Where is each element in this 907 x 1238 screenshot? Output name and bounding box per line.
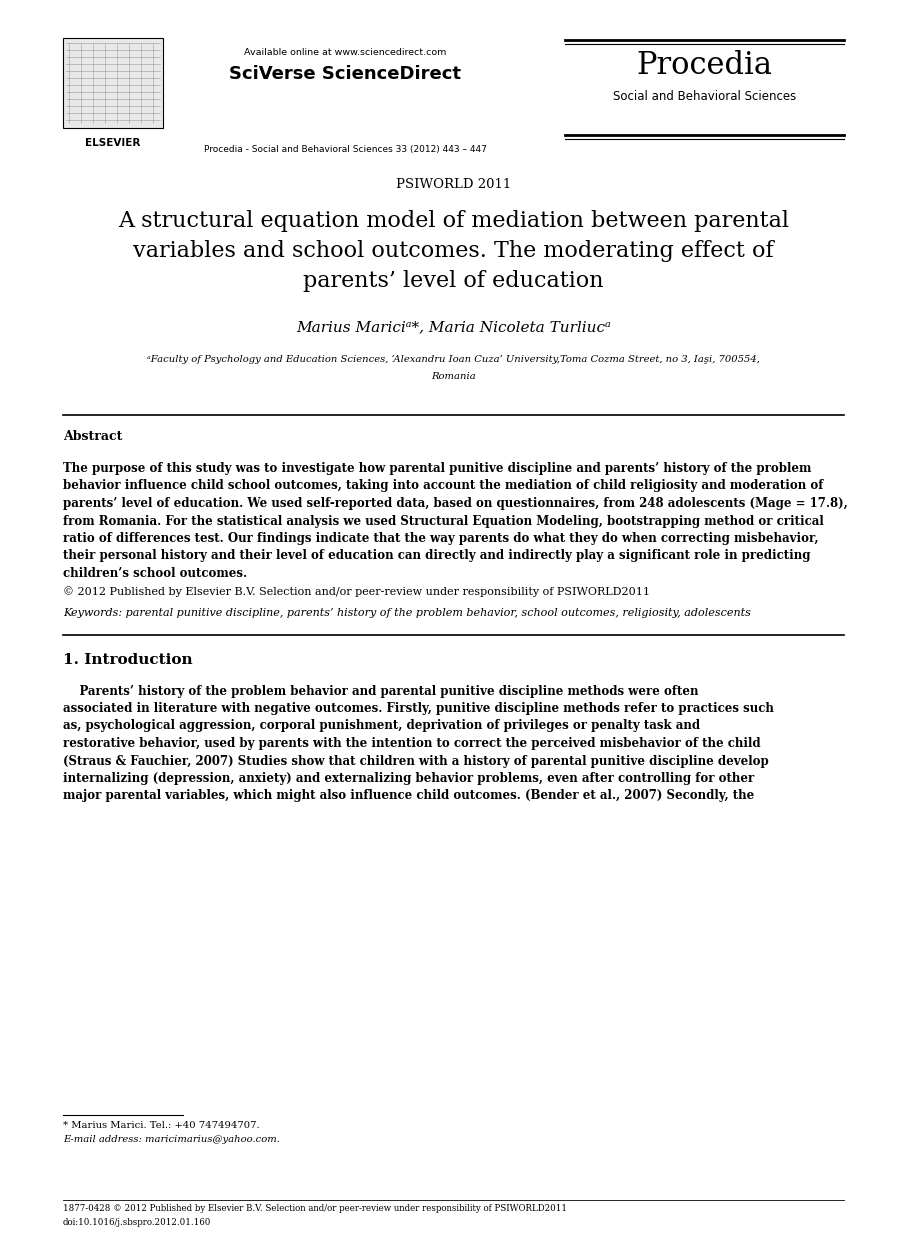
Text: restorative behavior, used by parents with the intention to correct the perceive: restorative behavior, used by parents wi… (63, 737, 761, 750)
Text: Social and Behavioral Sciences: Social and Behavioral Sciences (613, 90, 796, 103)
Text: as, psychological aggression, corporal punishment, deprivation of privileges or : as, psychological aggression, corporal p… (63, 719, 700, 733)
Text: variables and school outcomes. The moderating effect of: variables and school outcomes. The moder… (133, 240, 774, 262)
Text: Procedia - Social and Behavioral Sciences 33 (2012) 443 – 447: Procedia - Social and Behavioral Science… (203, 145, 486, 154)
Text: Abstract: Abstract (63, 430, 122, 443)
Text: ratio of differences test. Our findings indicate that the way parents do what th: ratio of differences test. Our findings … (63, 532, 818, 545)
Text: E-mail address: maricimarius@yahoo.com.: E-mail address: maricimarius@yahoo.com. (63, 1135, 280, 1144)
Text: 1. Introduction: 1. Introduction (63, 652, 192, 666)
Text: SciVerse ScienceDirect: SciVerse ScienceDirect (229, 66, 461, 83)
Text: doi:10.1016/j.sbspro.2012.01.160: doi:10.1016/j.sbspro.2012.01.160 (63, 1218, 211, 1227)
Text: parents’ level of education: parents’ level of education (303, 270, 604, 292)
Text: * Marius Marici. Tel.: +40 747494707.: * Marius Marici. Tel.: +40 747494707. (63, 1120, 259, 1130)
Text: Romania: Romania (431, 371, 476, 381)
Text: (Straus & Fauchier, 2007) Studies show that children with a history of parental : (Straus & Fauchier, 2007) Studies show t… (63, 754, 769, 768)
Text: behavior influence child school outcomes, taking into account the mediation of c: behavior influence child school outcomes… (63, 479, 824, 493)
Text: Keywords: parental punitive discipline, parents’ history of the problem behavior: Keywords: parental punitive discipline, … (63, 609, 751, 619)
Text: ELSEVIER: ELSEVIER (85, 137, 141, 149)
Text: children’s school outcomes.: children’s school outcomes. (63, 567, 247, 579)
Text: A structural equation model of mediation between parental: A structural equation model of mediation… (118, 210, 789, 232)
Text: ᵃFaculty of Psychology and Education Sciences, ‘Alexandru Ioan Cuza’ University,: ᵃFaculty of Psychology and Education Sci… (147, 355, 760, 364)
Text: parents’ level of education. We used self-reported data, based on questionnaires: parents’ level of education. We used sel… (63, 496, 848, 510)
Text: The purpose of this study was to investigate how parental punitive discipline an: The purpose of this study was to investi… (63, 462, 812, 475)
Text: from Romania. For the statistical analysis we used Structural Equation Modeling,: from Romania. For the statistical analys… (63, 515, 824, 527)
Text: Procedia: Procedia (637, 50, 773, 80)
Text: 1877-0428 © 2012 Published by Elsevier B.V. Selection and/or peer-review under r: 1877-0428 © 2012 Published by Elsevier B… (63, 1205, 567, 1213)
Text: major parental variables, which might also influence child outcomes. (Bender et : major parental variables, which might al… (63, 790, 755, 802)
Text: Available online at www.sciencedirect.com: Available online at www.sciencedirect.co… (244, 48, 446, 57)
Text: internalizing (depression, anxiety) and externalizing behavior problems, even af: internalizing (depression, anxiety) and … (63, 773, 755, 785)
Text: associated in literature with negative outcomes. Firstly, punitive discipline me: associated in literature with negative o… (63, 702, 774, 716)
Text: Marius Mariciᵃ*, Maria Nicoleta Turliucᵃ: Marius Mariciᵃ*, Maria Nicoleta Turliucᵃ (296, 319, 611, 334)
Bar (63, 38, 163, 128)
Text: © 2012 Published by Elsevier B.V. Selection and/or peer-review under responsibil: © 2012 Published by Elsevier B.V. Select… (63, 587, 650, 597)
Text: Parents’ history of the problem behavior and parental punitive discipline method: Parents’ history of the problem behavior… (63, 685, 698, 697)
Text: PSIWORLD 2011: PSIWORLD 2011 (395, 178, 512, 191)
Text: their personal history and their level of education can directly and indirectly : their personal history and their level o… (63, 550, 811, 562)
